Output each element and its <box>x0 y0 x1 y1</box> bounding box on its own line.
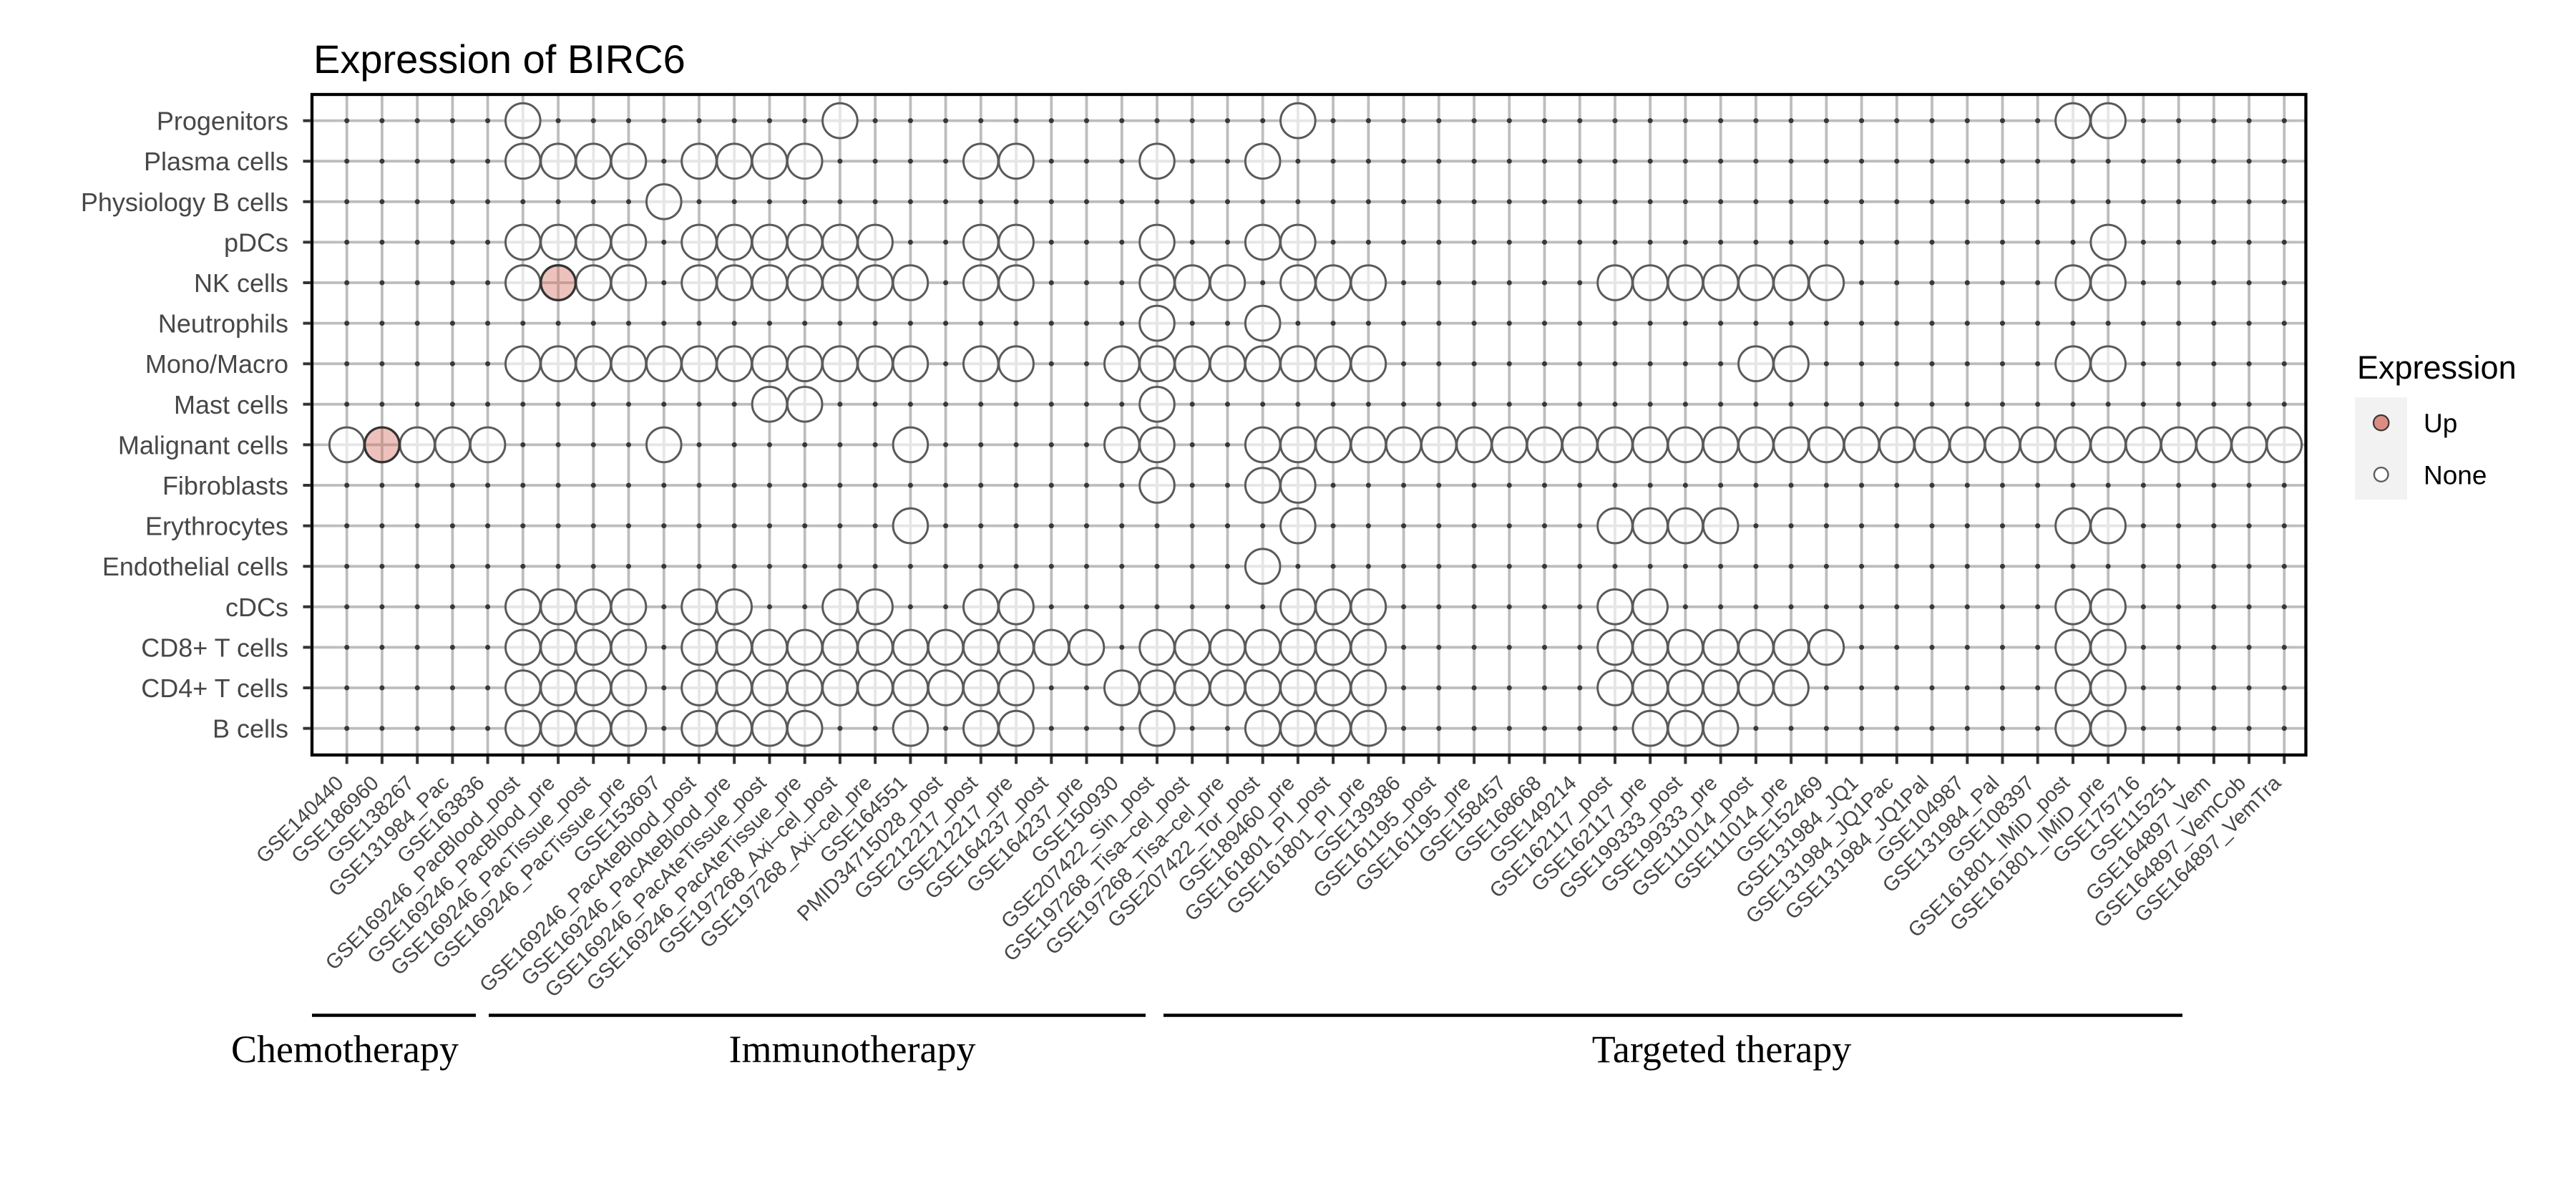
svg-text:Targeted therapy: Targeted therapy <box>1592 1028 1852 1071</box>
svg-text:B cells: B cells <box>213 714 288 744</box>
svg-text:None: None <box>2424 461 2487 490</box>
svg-text:Chemotherapy: Chemotherapy <box>231 1028 459 1071</box>
svg-text:NK cells: NK cells <box>194 268 288 298</box>
svg-text:pDCs: pDCs <box>224 228 288 257</box>
svg-text:Physiology B cells: Physiology B cells <box>81 188 288 217</box>
svg-text:Up: Up <box>2424 409 2457 438</box>
svg-text:CD4+ T cells: CD4+ T cells <box>141 674 288 703</box>
svg-text:Progenitors: Progenitors <box>157 107 288 136</box>
svg-text:Expression: Expression <box>2357 349 2517 386</box>
svg-text:Plasma cells: Plasma cells <box>144 147 288 176</box>
svg-text:Endothelial cells: Endothelial cells <box>102 552 288 581</box>
svg-text:Fibroblasts: Fibroblasts <box>162 471 288 500</box>
svg-text:Malignant cells: Malignant cells <box>118 430 288 460</box>
svg-text:Mast cells: Mast cells <box>174 390 288 419</box>
svg-text:Neutrophils: Neutrophils <box>158 309 288 339</box>
svg-text:Erythrocytes: Erythrocytes <box>145 512 288 541</box>
svg-text:cDCs: cDCs <box>225 593 288 622</box>
svg-text:Immunotherapy: Immunotherapy <box>729 1028 976 1071</box>
svg-text:Expression of BIRC6: Expression of BIRC6 <box>313 37 686 82</box>
svg-text:CD8+ T cells: CD8+ T cells <box>141 633 288 662</box>
svg-text:Mono/Macro: Mono/Macro <box>145 349 288 379</box>
